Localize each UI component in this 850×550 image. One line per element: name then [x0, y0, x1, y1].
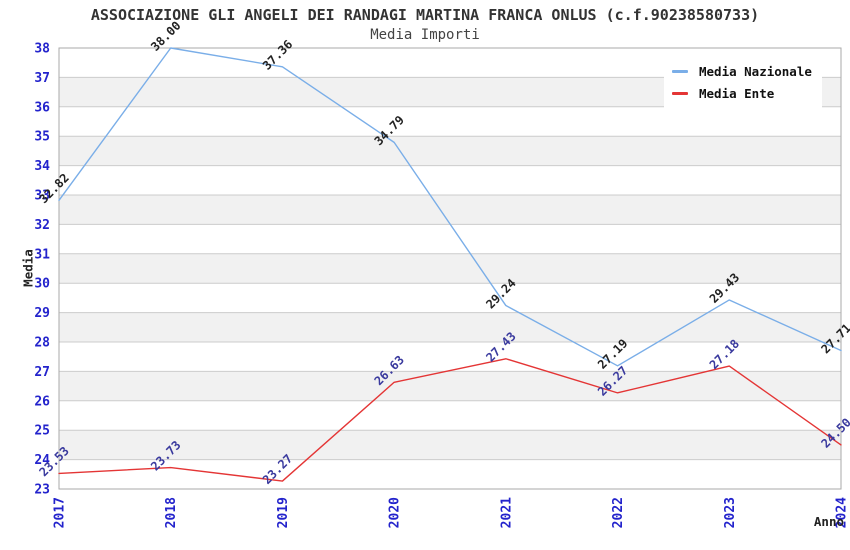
svg-text:37.36: 37.36	[260, 37, 295, 72]
svg-text:24: 24	[34, 453, 50, 468]
svg-text:38: 38	[34, 42, 50, 57]
svg-text:25: 25	[34, 424, 50, 439]
svg-text:2020: 2020	[388, 497, 403, 528]
x-axis-title: Anno	[813, 514, 844, 529]
legend-label: Media Ente	[699, 85, 775, 101]
legend-item-media-nazionale: Media Nazionale	[672, 60, 812, 82]
svg-text:23: 23	[34, 483, 50, 498]
svg-text:36: 36	[34, 100, 50, 115]
series-line-1	[58, 358, 842, 482]
chart-subtitle: Media Importi	[370, 27, 480, 43]
svg-text:2019: 2019	[276, 497, 291, 528]
y-axis-title: Media	[20, 249, 36, 287]
svg-text:2022: 2022	[611, 497, 626, 528]
svg-text:30: 30	[34, 277, 50, 292]
legend-swatch-blue-line-icon	[672, 69, 688, 73]
svg-text:33: 33	[34, 189, 50, 204]
svg-text:37: 37	[34, 71, 50, 86]
series-line-0	[58, 47, 842, 367]
svg-text:2018: 2018	[164, 497, 179, 528]
y-tick-labels: 23 24 25 26 27 28 29 30 31 32 33 34 35 36 37 38	[34, 42, 50, 498]
svg-text:28: 28	[34, 336, 50, 351]
svg-text:32: 32	[34, 218, 50, 233]
svg-text:35: 35	[34, 130, 50, 145]
svg-text:34: 34	[34, 159, 50, 174]
svg-text:27: 27	[34, 365, 50, 380]
plot-bands	[59, 77, 841, 460]
legend: Media Nazionale Media Ente	[664, 56, 822, 108]
svg-text:29: 29	[34, 306, 50, 321]
svg-text:2024: 2024	[835, 497, 850, 528]
x-tick-labels: 2017 2018 2019 2020 2021 2022 2023 2024	[53, 497, 850, 528]
legend-label: Media Nazionale	[699, 63, 812, 79]
svg-text:31: 31	[34, 247, 50, 262]
svg-text:2023: 2023	[723, 497, 738, 528]
legend-swatch-red-line-icon	[672, 91, 688, 95]
svg-text:2021: 2021	[499, 497, 514, 528]
svg-text:2017: 2017	[53, 497, 68, 528]
svg-text:26: 26	[34, 394, 50, 409]
legend-item-media-ente: Media Ente	[672, 82, 812, 104]
plot-border	[58, 47, 842, 490]
chart-title: ASSOCIAZIONE GLI ANGELI DEI RANDAGI MART…	[90, 6, 760, 24]
